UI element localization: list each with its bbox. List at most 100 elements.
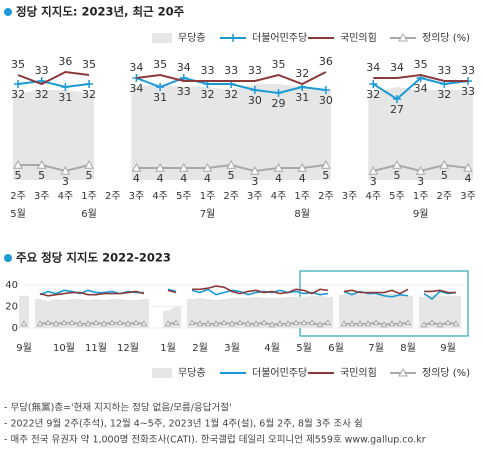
data-label: 32 bbox=[35, 88, 49, 101]
footnote: - 매주 전국 유권자 약 1,000명 전화조사(CATI). 한국갤럽 데일… bbox=[4, 434, 426, 446]
legend-label: 무당층 bbox=[178, 367, 206, 379]
marker bbox=[392, 95, 401, 103]
marker bbox=[308, 319, 316, 326]
y-tick-label: 40 bbox=[5, 280, 18, 291]
x-tick-label: 2주 bbox=[105, 191, 121, 202]
month-label: 5월 bbox=[10, 208, 26, 220]
marker bbox=[297, 162, 308, 172]
marker bbox=[436, 321, 444, 328]
data-label: 33 bbox=[177, 85, 191, 98]
marker bbox=[226, 159, 237, 169]
x-tick-label: 1주 bbox=[413, 191, 429, 202]
line bbox=[192, 285, 329, 295]
month-label: 9월 bbox=[413, 208, 429, 220]
marker bbox=[60, 319, 68, 326]
line bbox=[39, 290, 145, 297]
x-tick-label: 5주 bbox=[389, 191, 405, 202]
marker bbox=[316, 321, 324, 328]
marker bbox=[124, 320, 132, 327]
marker bbox=[204, 320, 212, 327]
marker bbox=[463, 162, 473, 172]
month-label: 7월 bbox=[200, 208, 216, 220]
marker bbox=[388, 320, 396, 327]
marker bbox=[36, 159, 47, 169]
marker bbox=[202, 162, 213, 172]
legend-label: 정의당 (%) bbox=[422, 367, 470, 379]
x-tick-label: 3주 bbox=[460, 191, 476, 202]
area bbox=[187, 295, 333, 328]
marker bbox=[369, 80, 378, 88]
x-tick-label: 3주 bbox=[34, 191, 50, 202]
area bbox=[368, 87, 473, 180]
marker bbox=[321, 159, 331, 169]
data-label: 35 bbox=[153, 58, 167, 71]
area bbox=[131, 84, 331, 180]
x-tick-label: 2주 bbox=[318, 191, 334, 202]
x-tick-label: 1주 bbox=[294, 191, 310, 202]
data-label: 30 bbox=[319, 94, 333, 107]
data-label: 30 bbox=[248, 94, 262, 107]
marker bbox=[444, 319, 452, 326]
line bbox=[343, 288, 409, 295]
marker bbox=[348, 320, 356, 327]
marker bbox=[380, 321, 388, 328]
marker bbox=[20, 320, 28, 327]
x-tick-label: 2월 bbox=[192, 342, 208, 354]
x-tick-label: 1주 bbox=[200, 191, 216, 202]
marker bbox=[452, 320, 460, 327]
data-label: 5 bbox=[393, 169, 400, 182]
data-label: 33 bbox=[224, 64, 238, 77]
month-label: 8월 bbox=[294, 208, 310, 220]
marker bbox=[14, 80, 22, 88]
marker bbox=[61, 83, 70, 91]
marker bbox=[340, 320, 348, 327]
marker bbox=[273, 162, 284, 172]
marker bbox=[100, 320, 108, 327]
x-tick-label: 10월 bbox=[53, 342, 75, 354]
data-label: 35 bbox=[82, 58, 96, 71]
marker bbox=[274, 89, 283, 97]
legend-label: 무당층 bbox=[178, 32, 206, 44]
marker bbox=[164, 320, 172, 327]
x-tick-label: 3월 bbox=[224, 342, 240, 354]
data-label: 33 bbox=[200, 64, 214, 77]
data-label: 32 bbox=[200, 88, 214, 101]
legend-marker bbox=[229, 34, 237, 42]
line bbox=[167, 288, 177, 293]
data-label: 35 bbox=[272, 58, 286, 71]
marker bbox=[252, 320, 260, 327]
title-marker bbox=[4, 8, 12, 16]
data-label: 4 bbox=[157, 172, 164, 185]
marker bbox=[220, 319, 228, 326]
legend-swatch bbox=[152, 368, 172, 378]
data-label: 34 bbox=[390, 61, 404, 74]
marker bbox=[420, 321, 428, 328]
x-tick-label: 2주 bbox=[437, 191, 453, 202]
x-tick-label: 1주 bbox=[81, 191, 97, 202]
x-tick-label: 11월 bbox=[85, 342, 107, 354]
data-label: 4 bbox=[299, 172, 306, 185]
marker bbox=[172, 319, 180, 326]
marker bbox=[250, 86, 259, 94]
line bbox=[136, 71, 327, 86]
chart-title: 정당 지지도: 2023년, 최근 20주 bbox=[16, 5, 185, 19]
data-label: 33 bbox=[248, 64, 262, 77]
x-tick-label: 7월 bbox=[368, 342, 384, 354]
marker bbox=[155, 162, 165, 172]
line bbox=[18, 164, 90, 173]
legend-label: 국민의힘 bbox=[340, 32, 377, 44]
data-label: 5 bbox=[38, 169, 45, 182]
data-label: 32 bbox=[11, 88, 25, 101]
title-marker bbox=[4, 254, 12, 262]
marker bbox=[321, 86, 330, 94]
legend-label: 더불어민주당 bbox=[252, 32, 307, 44]
x-tick-label: 3주 bbox=[129, 191, 145, 202]
marker bbox=[84, 320, 92, 327]
x-tick-label: 4주 bbox=[152, 191, 168, 202]
area bbox=[13, 90, 95, 180]
x-tick-label: 1월 bbox=[160, 342, 176, 354]
data-label: 32 bbox=[224, 88, 238, 101]
marker bbox=[131, 162, 142, 172]
marker bbox=[212, 320, 220, 327]
